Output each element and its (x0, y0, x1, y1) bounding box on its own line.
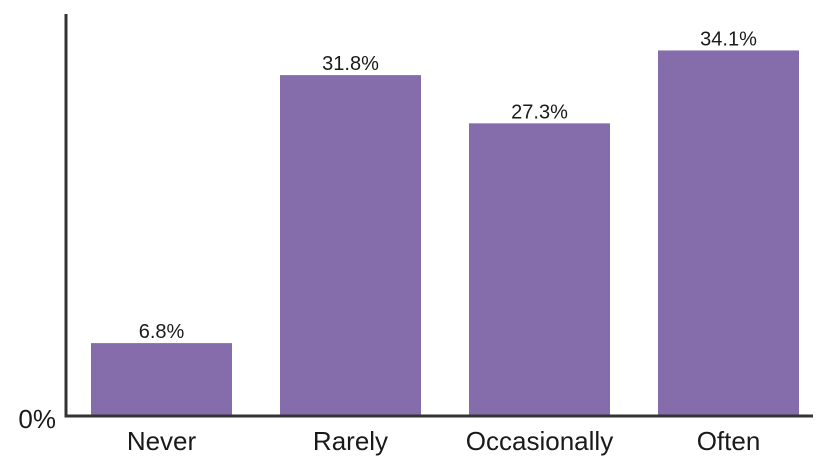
value-label-often: 34.1% (700, 28, 757, 50)
bar-often (658, 50, 799, 416)
bar-rarely (280, 75, 421, 416)
y-tick-label: 0% (18, 404, 56, 434)
category-labels-group: Never Rarely Occasionally Often (127, 426, 760, 456)
category-label-rarely: Rarely (313, 426, 388, 456)
bar-never (91, 343, 232, 416)
value-labels-group: 6.8% 31.8% 27.3% 34.1% (139, 28, 757, 343)
category-label-never: Never (127, 426, 197, 456)
bars-group (91, 50, 799, 417)
value-label-rarely: 31.8% (322, 53, 379, 75)
bar-occasionally (469, 123, 610, 417)
value-label-never: 6.8% (139, 321, 185, 343)
category-label-often: Often (697, 426, 761, 456)
category-label-occasionally: Occasionally (466, 426, 613, 456)
value-label-occasionally: 27.3% (511, 101, 568, 123)
y-tick-labels-group: 0% (18, 404, 56, 434)
